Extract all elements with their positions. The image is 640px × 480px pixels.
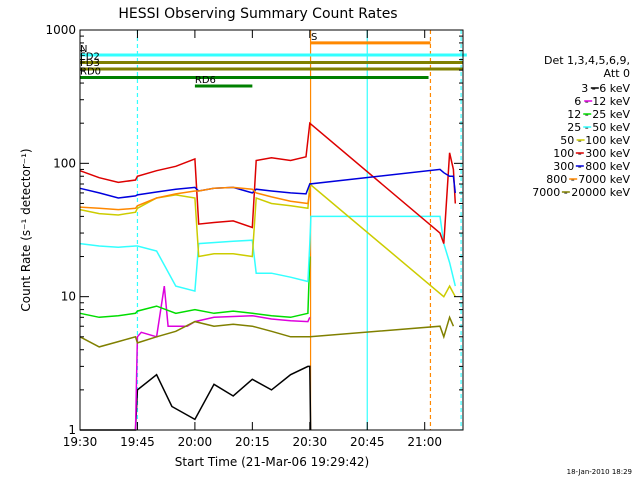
legend-entry-6: 300 - 800 keV (553, 160, 630, 173)
segment-label-2: FD2 (80, 52, 100, 63)
segment-label-3: FD3 (80, 58, 100, 69)
x-axis-label: Start Time (21-Mar-06 19:29:42) (175, 455, 369, 469)
series-line-3 (79, 215, 457, 293)
x-tick-label-5: 20:45 (350, 435, 385, 449)
x-axis: 19:30 19:45 20:00 20:15 20:30 20:45 21:00 (63, 30, 442, 449)
series-line-4 (79, 182, 456, 298)
y-axis-label: Count Rate (s⁻¹ detector⁻¹) (19, 148, 33, 311)
legend-entry-7: 800 - 7000 keV (546, 173, 630, 186)
segment-label-4: RD0 (80, 67, 101, 78)
legend-entry-2: 12 - 25 keV (567, 108, 630, 121)
x-tick-label-3: 20:15 (235, 435, 270, 449)
x-tick-label-6: 21:00 (407, 435, 442, 449)
x-tick-label-4: 20:30 (293, 435, 328, 449)
y-tick-label-0: 1 (68, 423, 76, 437)
x-tick-label-0: 19:30 (63, 435, 98, 449)
y-axis: 1 10 100 1000 (45, 23, 463, 437)
segment-label-1: S (311, 32, 317, 43)
y-tick-label-2: 100 (53, 156, 76, 170)
legend-entry-1: 6 - 12 keV (574, 95, 630, 108)
legend-entry-5: 100 - 300 keV (553, 147, 630, 160)
legend-entry-4: 50 - 100 keV (560, 134, 630, 147)
x-tick-label-2: 20:00 (178, 435, 213, 449)
legend-entry-0: 3 - 6 keV (581, 82, 630, 95)
y-tick-label-1: 10 (61, 290, 76, 304)
legend-header-0: Det 1,3,4,5,6,9, (544, 54, 630, 67)
footer-date: 18-Jan-2010 18:29 (567, 468, 632, 476)
y-tick-label-3: 1000 (45, 23, 76, 37)
segment-label-5: RD6 (195, 75, 216, 86)
series-line-7 (79, 186, 311, 211)
series-line-0 (80, 365, 312, 431)
segment-label-0: N (80, 44, 87, 55)
chart-title: HESSI Observing Summary Count Rates (118, 6, 397, 22)
x-tick-label-1: 19:45 (120, 435, 155, 449)
series-line-6 (79, 168, 457, 199)
series-line-8 (79, 315, 455, 348)
series-line-5 (79, 121, 457, 244)
plot-frame (79, 29, 464, 431)
legend-header-1: Att 0 (604, 67, 630, 80)
legend-entry-3: 25 - 50 keV (567, 121, 630, 134)
legend-entry-8: 7000 - 20000 keV (532, 186, 630, 199)
series-line-2 (79, 256, 311, 319)
